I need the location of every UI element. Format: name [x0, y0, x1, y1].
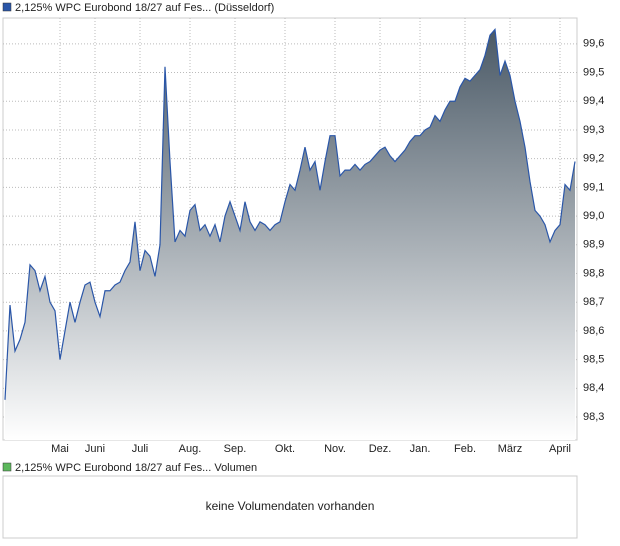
x-tick-label: Mai — [51, 443, 69, 455]
y-tick-label: 98,8 — [583, 267, 604, 279]
area — [5, 29, 575, 440]
x-tick-label: Aug. — [179, 443, 202, 455]
y-tick-label: 98,4 — [583, 382, 604, 394]
y-tick-label: 99,3 — [583, 124, 604, 136]
no-data-message: keine Volumendaten vorhanden — [206, 499, 375, 513]
y-tick-label: 98,5 — [583, 354, 604, 366]
volume-frame — [2, 475, 578, 539]
x-tick-label: Nov. — [324, 443, 346, 455]
x-tick-label: Okt. — [275, 443, 295, 455]
line — [4, 28, 576, 400]
x-tick-label: März — [498, 443, 522, 455]
y-tick-label: 98,6 — [583, 325, 604, 337]
legend-swatch — [2, 2, 12, 12]
y-tick-label: 98,9 — [583, 239, 604, 251]
x-tick-label: Feb. — [454, 443, 476, 455]
y-tick-label: 99,6 — [583, 38, 604, 50]
legend-swatch — [2, 462, 12, 472]
legend-label: 2,125% WPC Eurobond 18/27 auf Fes... Vol… — [15, 462, 257, 474]
y-tick-label: 99,4 — [583, 95, 604, 107]
y-tick-label: 99,2 — [583, 153, 604, 165]
x-tick-label: Jan. — [410, 443, 431, 455]
y-tick-label: 99,5 — [583, 66, 604, 78]
y-tick-label: 98,7 — [583, 296, 604, 308]
y-tick-label: 98,3 — [583, 411, 604, 423]
x-tick-label: Juli — [132, 443, 149, 455]
y-tick-label: 99,0 — [583, 210, 604, 222]
y-tick-label: 99,1 — [583, 181, 604, 193]
legend-label: 2,125% WPC Eurobond 18/27 auf Fes... (Dü… — [15, 2, 274, 14]
x-tick-label: April — [549, 443, 571, 455]
x-tick-label: Dez. — [369, 443, 392, 455]
x-tick-label: Sep. — [224, 443, 247, 455]
x-tick-label: Juni — [85, 443, 105, 455]
